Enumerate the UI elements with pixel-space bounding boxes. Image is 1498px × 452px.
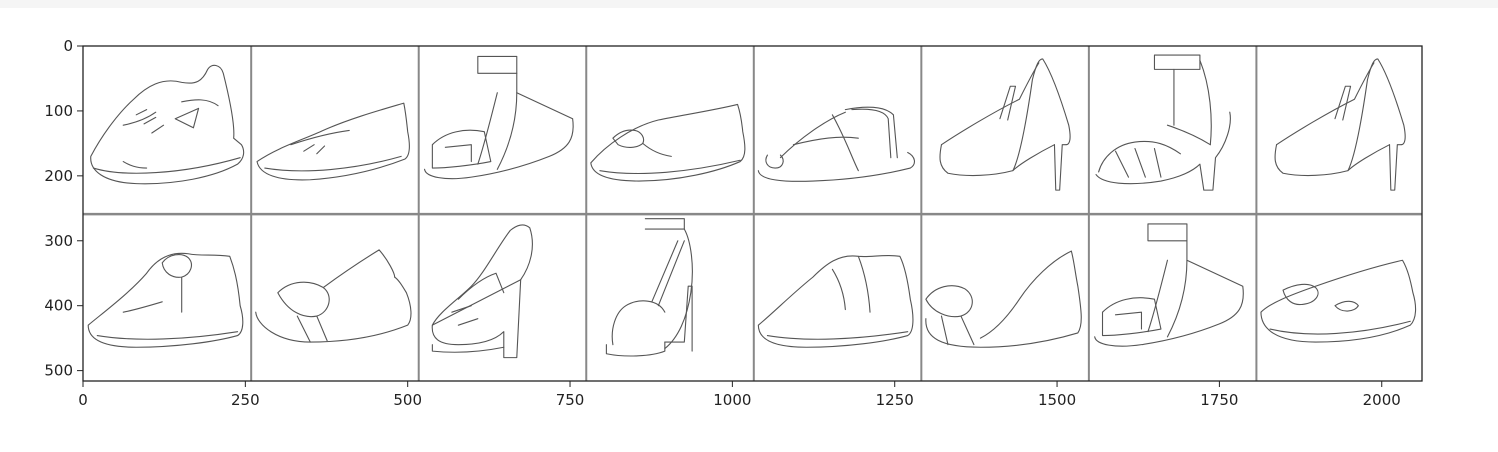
ankle-strap-platform-sketch: [606, 219, 692, 356]
sneaker-sketch: [91, 65, 244, 183]
ankle-strap-wedge-sketch: [425, 56, 574, 178]
bow-flat-sketch: [256, 250, 411, 342]
buckle-shoe-sketch: [88, 253, 243, 347]
x-axis: 0 250 500 750 1000 1250 1500 1750 2000: [78, 381, 1401, 409]
y-tick-label: 0: [63, 37, 73, 55]
pump-heel-sketch: [940, 59, 1070, 190]
ballet-flat-sketch: [257, 103, 409, 180]
t-strap-heel-sketch: [1096, 55, 1230, 190]
grid-separators: [83, 46, 1422, 381]
platform-heel-sketch: [432, 225, 532, 358]
y-tick-label: 500: [44, 362, 73, 380]
pump-heel-sketch: [1275, 59, 1405, 190]
tile-layer: [88, 55, 1415, 358]
top-strip: [0, 0, 1498, 8]
y-axis: 0 100 200 300 400 500: [44, 37, 83, 380]
x-tick-label: 500: [393, 391, 422, 409]
slipper-sketch: [1261, 260, 1416, 342]
ankle-strap-wedge-sketch: [1095, 224, 1244, 346]
x-tick-label: 1000: [713, 391, 751, 409]
x-tick-label: 1750: [1200, 391, 1238, 409]
loafer-sketch: [758, 255, 913, 347]
x-tick-label: 1500: [1038, 391, 1076, 409]
x-tick-label: 0: [78, 391, 88, 409]
y-tick-label: 300: [44, 232, 73, 250]
axes-frame: [82, 45, 1423, 382]
x-tick-label: 2000: [1363, 391, 1401, 409]
x-tick-label: 1250: [876, 391, 914, 409]
thong-sandal-sketch: [758, 107, 914, 181]
bow-loafer-sketch: [591, 104, 745, 181]
x-tick-label: 750: [556, 391, 585, 409]
y-tick-label: 400: [44, 297, 73, 315]
y-tick-label: 100: [44, 102, 73, 120]
y-tick-label: 200: [44, 167, 73, 185]
bow-dorsay-flat-sketch: [926, 251, 1081, 347]
x-tick-label: 250: [231, 391, 260, 409]
